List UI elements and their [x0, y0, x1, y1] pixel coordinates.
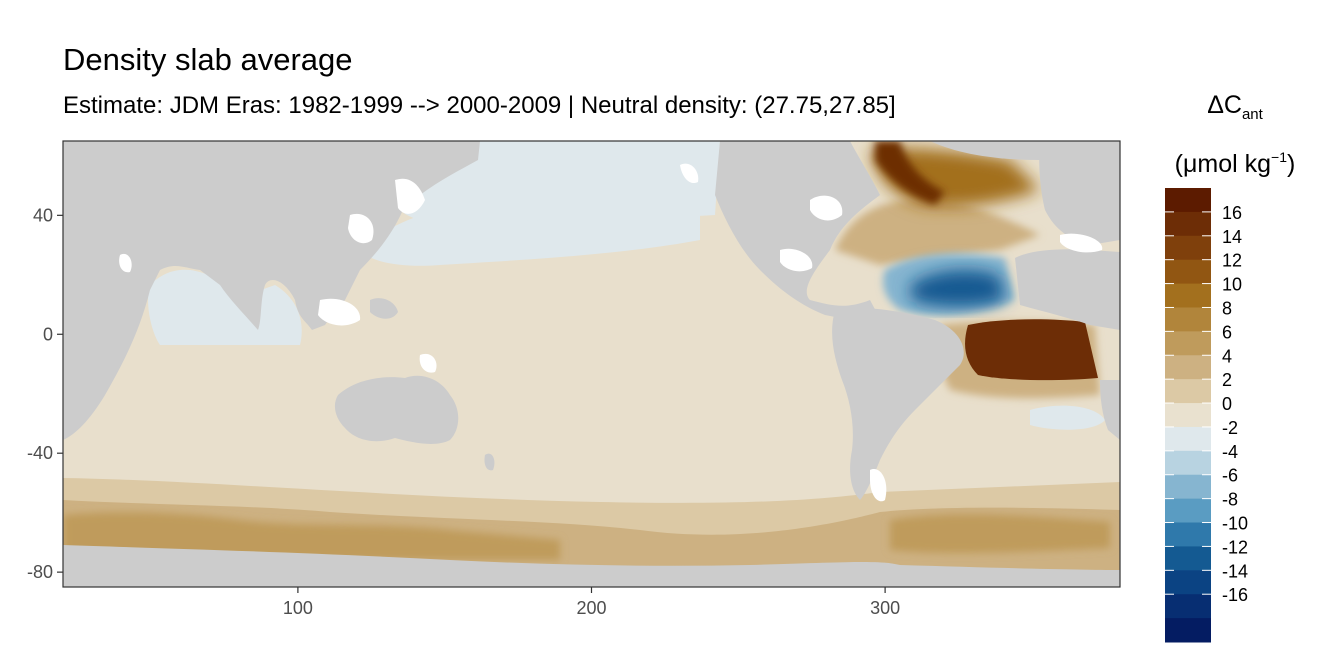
y-tick-label: 0 — [43, 324, 53, 344]
x-tick-label: 200 — [576, 598, 606, 618]
colorbar-segment — [1165, 474, 1211, 500]
gap-east-asia — [348, 213, 374, 244]
gap-red-sea — [119, 253, 132, 273]
colorbar-segment — [1165, 426, 1211, 452]
land-borneo — [370, 298, 398, 319]
gap-gulf-mexico — [780, 248, 813, 272]
colorbar-label: 10 — [1222, 275, 1242, 295]
colorbar-label: 14 — [1222, 227, 1242, 247]
x-axis: 100 200 300 — [283, 587, 900, 618]
gap-hudson — [810, 195, 843, 221]
colorbar-segment — [1165, 570, 1211, 595]
north-atlantic-tan — [835, 199, 1040, 265]
gap-nw-australia — [419, 353, 437, 373]
y-tick-label: -40 — [27, 443, 53, 463]
y-axis: 40 0 -40 -80 — [27, 205, 63, 582]
colorbar-segment — [1165, 379, 1211, 404]
colorbar-segment — [1165, 283, 1211, 308]
colorbar-label: -10 — [1222, 514, 1248, 534]
colorbar-label: -4 — [1222, 442, 1238, 462]
colorbar-label: -12 — [1222, 537, 1248, 557]
land-south-america — [832, 308, 964, 500]
legend-title-line2: (μmol kg−1) — [1174, 149, 1296, 178]
x-tick-label: 300 — [870, 598, 900, 618]
subpolar-max — [875, 141, 945, 205]
colorbar-label: 16 — [1222, 203, 1242, 223]
land-greenland — [930, 141, 1085, 160]
land — [63, 141, 1120, 587]
land-australia — [334, 375, 459, 444]
equatorial-atlantic-max — [965, 319, 1098, 381]
colorbar-segment — [1165, 618, 1211, 643]
map-panel — [63, 141, 1120, 587]
colorbar-segment — [1165, 235, 1211, 261]
colorbar-segment — [1165, 522, 1211, 547]
colorbar-segment — [1165, 546, 1211, 571]
colorbar-segment — [1165, 498, 1211, 524]
colorbar-segment — [1165, 331, 1211, 356]
land-north-america — [715, 141, 880, 319]
land-new-zealand — [484, 453, 495, 471]
colorbar-label: 8 — [1222, 298, 1232, 318]
gap-japan-sea — [395, 178, 425, 214]
chart-subtitle: Estimate: JDM Eras: 1982-1999 --> 2000-2… — [63, 92, 896, 119]
y-tick-label: -80 — [27, 562, 53, 582]
colorbar-segment — [1165, 403, 1211, 428]
land-south-africa — [1100, 380, 1120, 440]
tropical-atlantic-blue-inner — [910, 269, 1005, 307]
colorbar-label: -14 — [1222, 561, 1248, 581]
gap-pacific-northwest — [680, 163, 699, 184]
colorbar-segment — [1165, 594, 1211, 619]
legend-title: ΔCant (μmol kg−1) — [1160, 84, 1310, 185]
gap-mediterranean — [1060, 233, 1103, 253]
legend-title-line1: ΔCant — [1207, 91, 1263, 123]
southern-band-dark-atlantic — [890, 514, 1110, 554]
colorbar-label: 2 — [1222, 370, 1232, 390]
colorbar-label: 0 — [1222, 394, 1232, 414]
colorbar-label: -6 — [1222, 466, 1238, 486]
colorbar-segment — [1165, 211, 1211, 237]
colorbar-segment — [1165, 355, 1211, 380]
colorbar-label: 6 — [1222, 322, 1232, 342]
colorbar-label: 4 — [1222, 346, 1232, 366]
colorbar-segment — [1165, 307, 1211, 332]
colorbar-label: 12 — [1222, 251, 1242, 271]
colorbar-label: -8 — [1222, 490, 1238, 510]
land-africa-eurasia — [63, 141, 480, 440]
gap-indonesia — [318, 298, 361, 326]
unmapped-areas — [119, 163, 1103, 502]
gap-patagonia — [870, 469, 887, 502]
land-antarctica — [63, 545, 1120, 587]
colorbar-label: -2 — [1222, 418, 1238, 438]
colorbar-label: -16 — [1222, 585, 1248, 605]
land-europe — [1039, 141, 1120, 245]
south-atlantic-blue — [1030, 405, 1105, 430]
colorbar: 16 14 12 10 8 6 4 2 0 -2 -4 -6 -8 -10 -12 -14 -16 — [1165, 188, 1248, 643]
y-tick-label: 40 — [33, 205, 53, 225]
colorbar-segment — [1165, 450, 1211, 476]
chart-title: Density slab average — [63, 42, 353, 77]
colorbar-segment — [1165, 188, 1211, 213]
southern-band-dark — [63, 512, 560, 560]
colorbar-segment — [1165, 259, 1211, 285]
x-tick-label: 100 — [283, 598, 313, 618]
north-pacific-blue-top — [400, 141, 720, 226]
land-west-africa — [1015, 249, 1120, 330]
arabian-sea-blue — [148, 269, 302, 345]
